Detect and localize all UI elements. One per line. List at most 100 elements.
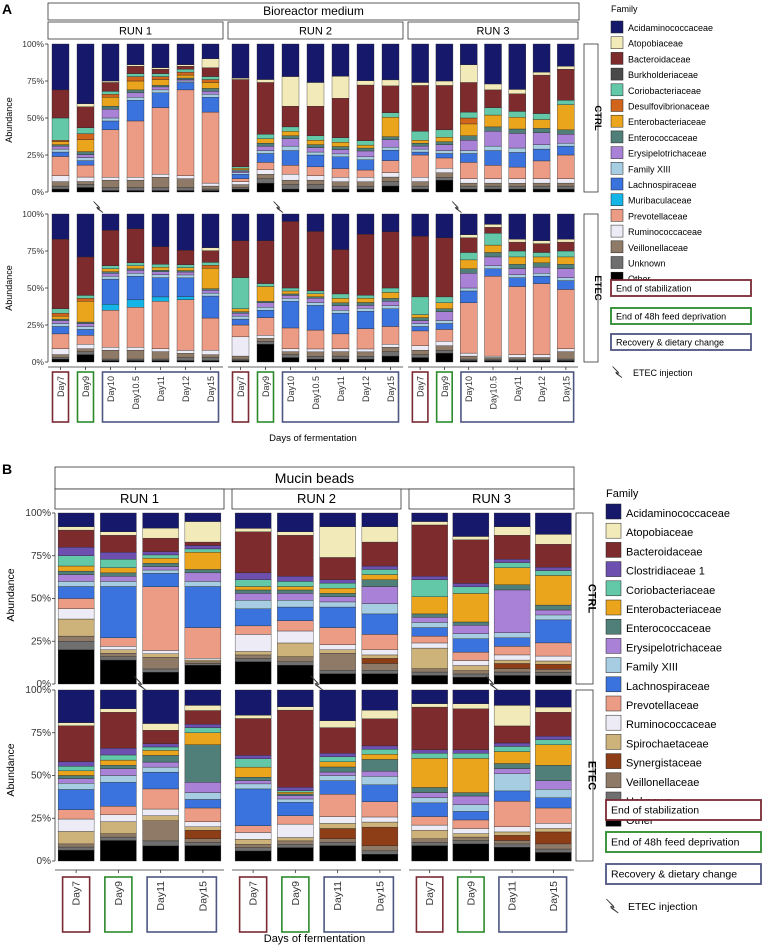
bar-segment — [277, 837, 314, 842]
bar-segment — [151, 277, 170, 298]
run-header — [54, 488, 225, 510]
bar-segment — [557, 277, 575, 281]
bar-segment — [411, 345, 429, 351]
bar-segment — [256, 213, 275, 241]
chart-title: Mucin beads — [275, 470, 354, 486]
bar-segment — [331, 185, 350, 190]
bar-segment — [493, 725, 531, 744]
bar-segment — [184, 842, 222, 846]
bar-segment — [452, 836, 490, 841]
bar-segment — [381, 139, 400, 148]
bar-segment — [231, 187, 250, 190]
bar-segment — [452, 708, 490, 751]
bar-segment — [51, 333, 70, 349]
bar-segment — [306, 147, 325, 153]
bar-segment — [319, 579, 356, 584]
bar-segment — [151, 296, 170, 302]
bar-segment — [281, 131, 300, 136]
bar-segment — [411, 326, 429, 332]
bar-segment — [381, 355, 400, 363]
bar-segment — [493, 768, 531, 774]
bar-segment — [381, 326, 400, 345]
bar-segment — [452, 586, 490, 594]
day-group-box — [146, 876, 218, 933]
bar-segment — [411, 635, 448, 644]
bar-segment — [51, 320, 70, 324]
bar-segment — [76, 176, 95, 182]
bar-segment — [411, 787, 448, 793]
bar-segment — [151, 270, 170, 272]
bar-segment — [234, 758, 272, 768]
bar-segment — [435, 352, 454, 363]
legend-swatch — [605, 503, 622, 520]
bar-segment — [535, 575, 572, 606]
bar-segment — [484, 224, 502, 228]
bar-segment — [460, 188, 478, 193]
bar-segment — [361, 586, 399, 604]
bar-segment — [411, 792, 448, 798]
bar-segment — [535, 655, 572, 662]
bar-segment — [51, 312, 70, 317]
bar-segment — [201, 97, 220, 113]
legend-label: Spirochaetaceae — [626, 738, 709, 750]
note-box — [605, 863, 762, 885]
bar-segment — [126, 268, 145, 271]
bar-segment — [184, 705, 222, 711]
bar-segment — [234, 586, 272, 591]
x-tick-label: Day15 — [374, 881, 386, 912]
bar-segment — [126, 64, 145, 67]
legend-label: Acidaminococcaceae — [628, 23, 713, 33]
legend-label: Ruminococcaceae — [628, 227, 702, 237]
bar-segment — [277, 531, 314, 536]
bar-segment — [319, 582, 356, 589]
bar-segment — [356, 295, 375, 299]
bar-segment — [319, 842, 356, 846]
bar-segment — [100, 814, 137, 822]
bar-segment — [76, 103, 95, 107]
bar-segment — [452, 536, 490, 540]
bar-segment — [535, 852, 572, 862]
bar-segment — [331, 76, 350, 99]
bar-segment — [100, 586, 137, 639]
bar-segment — [101, 360, 120, 363]
bar-segment — [176, 296, 195, 300]
panel-letter: A — [2, 1, 12, 17]
bar-segment — [57, 761, 95, 767]
bar-segment — [508, 264, 526, 269]
bar-segment — [361, 670, 399, 674]
y-tick-label: 75% — [31, 728, 51, 739]
bar-segment — [176, 277, 195, 297]
bar-segment — [256, 153, 275, 163]
bar-segment — [176, 187, 195, 191]
bar-segment — [435, 177, 454, 181]
bar-segment — [535, 604, 572, 611]
bar-segment — [493, 526, 531, 536]
legend-label: Family XIII — [626, 662, 678, 674]
bar-segment — [51, 358, 70, 363]
etec-injection-icon — [612, 366, 623, 378]
bar-segment — [306, 358, 325, 363]
bar-segment — [231, 336, 250, 357]
bar-segment — [452, 840, 490, 845]
bar-segment — [435, 320, 454, 324]
bar-segment — [306, 351, 325, 357]
bar-segment — [57, 586, 95, 599]
legend-label: Enterobacteriaceae — [626, 604, 721, 616]
x-tick-label: Day7 — [71, 881, 83, 906]
y-tick-label: 0% — [37, 856, 52, 867]
bar-segment — [361, 574, 399, 580]
bar-segment — [126, 100, 145, 122]
x-tick-label: Day7 — [424, 881, 436, 906]
bar-segment — [151, 67, 170, 70]
bar-segment — [435, 153, 454, 159]
bar-segment — [452, 828, 490, 834]
x-tick-label: Day11 — [336, 376, 346, 401]
bar-segment — [319, 596, 356, 603]
bar-segment — [535, 664, 572, 670]
bar-segment — [201, 292, 220, 297]
bar-segment — [277, 512, 314, 532]
bar-segment — [411, 151, 429, 156]
bar-segment — [57, 725, 95, 762]
bar-segment — [361, 649, 399, 656]
bar-segment — [176, 360, 195, 363]
